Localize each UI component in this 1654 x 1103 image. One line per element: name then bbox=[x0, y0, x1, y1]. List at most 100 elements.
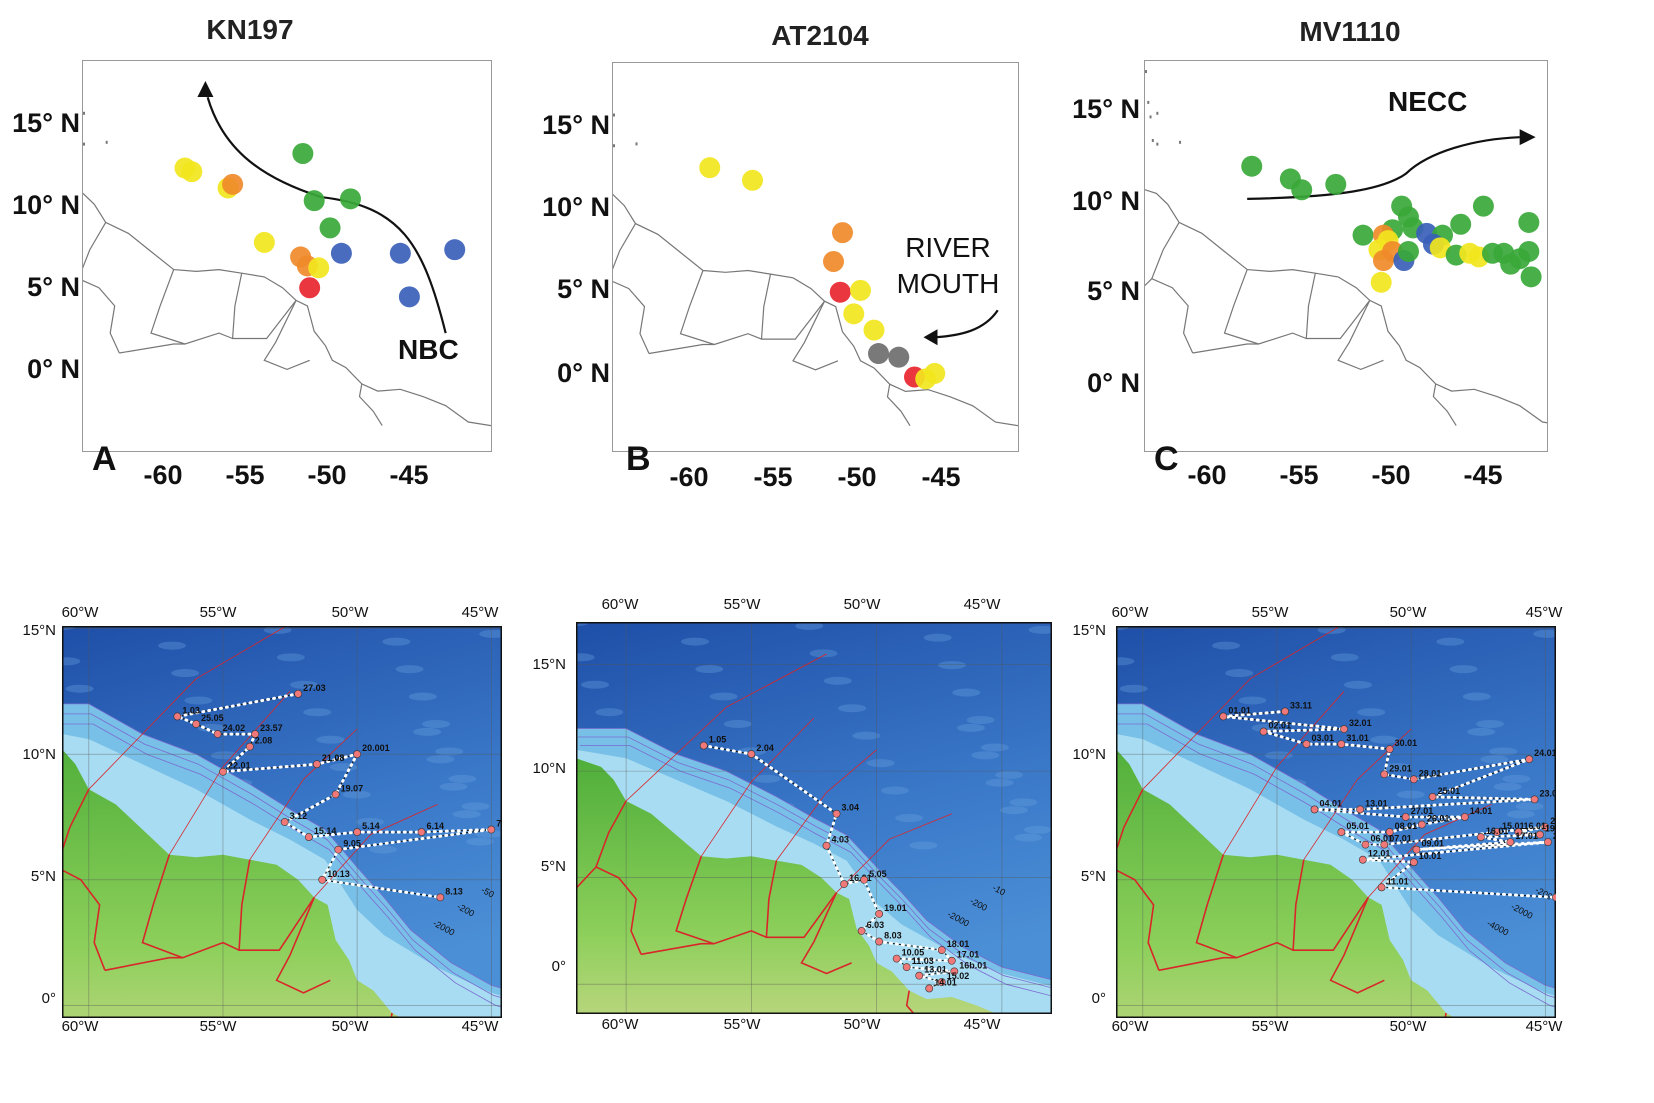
panel-c: MV1110 15° N 10° N 5° N 0° N -60 -55 -50… bbox=[1060, 0, 1654, 520]
seafloor-relief bbox=[448, 774, 477, 783]
seafloor-relief bbox=[1330, 653, 1359, 662]
sample-point-blue bbox=[444, 239, 466, 261]
lon-tick: 55°W bbox=[723, 596, 761, 613]
station-marker bbox=[1337, 828, 1346, 836]
station-marker bbox=[1544, 838, 1552, 847]
seafloor-relief bbox=[1023, 825, 1052, 834]
station-marker bbox=[1340, 725, 1348, 733]
lon-tick: -50 bbox=[837, 462, 877, 492]
seafloor-relief bbox=[966, 716, 995, 724]
seafloor-relief bbox=[980, 743, 1009, 752]
lon-tick: 50°W bbox=[1389, 604, 1427, 621]
station-marker bbox=[1310, 805, 1319, 814]
station-label: 09.01 bbox=[1421, 839, 1444, 849]
sample-point-yellow bbox=[699, 157, 721, 179]
lat-tick: 0° bbox=[1091, 990, 1106, 1007]
border-line bbox=[1133, 278, 1153, 298]
station-marker bbox=[747, 750, 756, 758]
station-marker bbox=[1525, 755, 1534, 764]
station-label: 6.03 bbox=[867, 920, 885, 930]
station-label: 16b.01 bbox=[959, 960, 987, 970]
border-line bbox=[231, 273, 297, 340]
seafloor-relief bbox=[1449, 665, 1478, 674]
station-marker bbox=[192, 720, 201, 728]
panel-title: KN197 bbox=[206, 14, 294, 45]
station-label: 16.01 bbox=[1523, 821, 1546, 831]
sample-point-yellow bbox=[863, 319, 885, 341]
sample-point-green bbox=[1472, 195, 1494, 217]
seafloor-relief bbox=[723, 719, 752, 728]
eez-line bbox=[88, 626, 288, 790]
seafloor-relief bbox=[1462, 692, 1491, 701]
station-label: 22.01 bbox=[228, 761, 251, 771]
seafloor-relief bbox=[838, 704, 867, 713]
lon-tick: 60°W bbox=[601, 596, 639, 613]
sample-point-green bbox=[1241, 155, 1263, 177]
seafloor-relief bbox=[709, 692, 738, 701]
lat-tick: 10° N bbox=[1072, 186, 1140, 216]
station-label: 26.01 bbox=[1427, 814, 1450, 824]
lat-tick: 15°N bbox=[1072, 622, 1106, 639]
seafloor-relief bbox=[435, 747, 464, 756]
station-marker bbox=[1428, 792, 1437, 801]
lat-tick: 0° N bbox=[27, 354, 80, 384]
panel-label: A bbox=[92, 440, 117, 478]
island bbox=[613, 144, 615, 148]
station-label: 21.08 bbox=[322, 753, 345, 763]
coastline bbox=[590, 186, 1019, 427]
station-label: 16.01 bbox=[1486, 826, 1509, 836]
sample-point-yellow bbox=[253, 231, 275, 253]
current-arrow bbox=[1247, 136, 1520, 200]
station-label: 28.01 bbox=[1419, 768, 1442, 778]
bathymetry-plot: -2000-200-50-1027.031.0325.0524.0223.572… bbox=[62, 626, 502, 1018]
border-line bbox=[263, 300, 310, 371]
station-marker bbox=[245, 742, 254, 751]
sample-point-blue bbox=[330, 242, 352, 264]
station-label: 33.11 bbox=[1290, 700, 1312, 710]
country-border bbox=[62, 788, 106, 971]
sample-point-yellow bbox=[181, 161, 203, 183]
station-label: 08.01 bbox=[1395, 821, 1418, 831]
land bbox=[1116, 749, 1456, 1018]
lon-tick: -55 bbox=[753, 462, 793, 492]
seafloor-relief bbox=[303, 708, 332, 717]
lat-tick: 5° N bbox=[27, 272, 80, 302]
eez-line bbox=[249, 728, 358, 860]
border-line bbox=[607, 223, 650, 354]
sample-point-gray bbox=[888, 346, 910, 368]
station-label: 13.01 bbox=[924, 965, 947, 975]
land bbox=[62, 749, 402, 1018]
seafloor-relief bbox=[938, 661, 967, 670]
lat-tick: 15°N bbox=[22, 622, 56, 639]
map-frame bbox=[59, 60, 492, 452]
station-label: 27.03 bbox=[303, 683, 326, 693]
seafloor-relief bbox=[595, 708, 624, 717]
station-label: 17.01 bbox=[957, 950, 980, 960]
station-label: 13.01 bbox=[1365, 798, 1388, 808]
seafloor-relief bbox=[1489, 747, 1518, 756]
lat-tick: 5°N bbox=[1080, 868, 1106, 885]
arrowhead bbox=[1519, 129, 1536, 146]
country-border bbox=[576, 866, 597, 889]
station-marker bbox=[1401, 813, 1410, 821]
station-marker bbox=[353, 750, 362, 759]
seafloor-relief bbox=[1480, 755, 1509, 764]
border-line bbox=[1223, 269, 1259, 345]
station-marker bbox=[334, 845, 343, 854]
map-plot bbox=[59, 70, 492, 427]
lon-tick: 45°W bbox=[1525, 604, 1563, 621]
sample-point-yellow bbox=[850, 279, 871, 301]
seafloor-relief bbox=[957, 723, 986, 732]
station-label: 9.05 bbox=[343, 839, 361, 849]
station-marker bbox=[937, 946, 946, 954]
border-line bbox=[119, 332, 233, 354]
sample-point-green bbox=[303, 190, 325, 212]
border-line bbox=[150, 269, 186, 345]
seafloor-relief bbox=[1009, 798, 1038, 807]
station-marker bbox=[417, 828, 426, 836]
station-marker bbox=[1506, 838, 1515, 847]
sample-point-green bbox=[1500, 253, 1522, 275]
seafloor-relief bbox=[342, 790, 371, 799]
station-label: 3.12 bbox=[290, 811, 308, 821]
isobath bbox=[578, 736, 1052, 989]
